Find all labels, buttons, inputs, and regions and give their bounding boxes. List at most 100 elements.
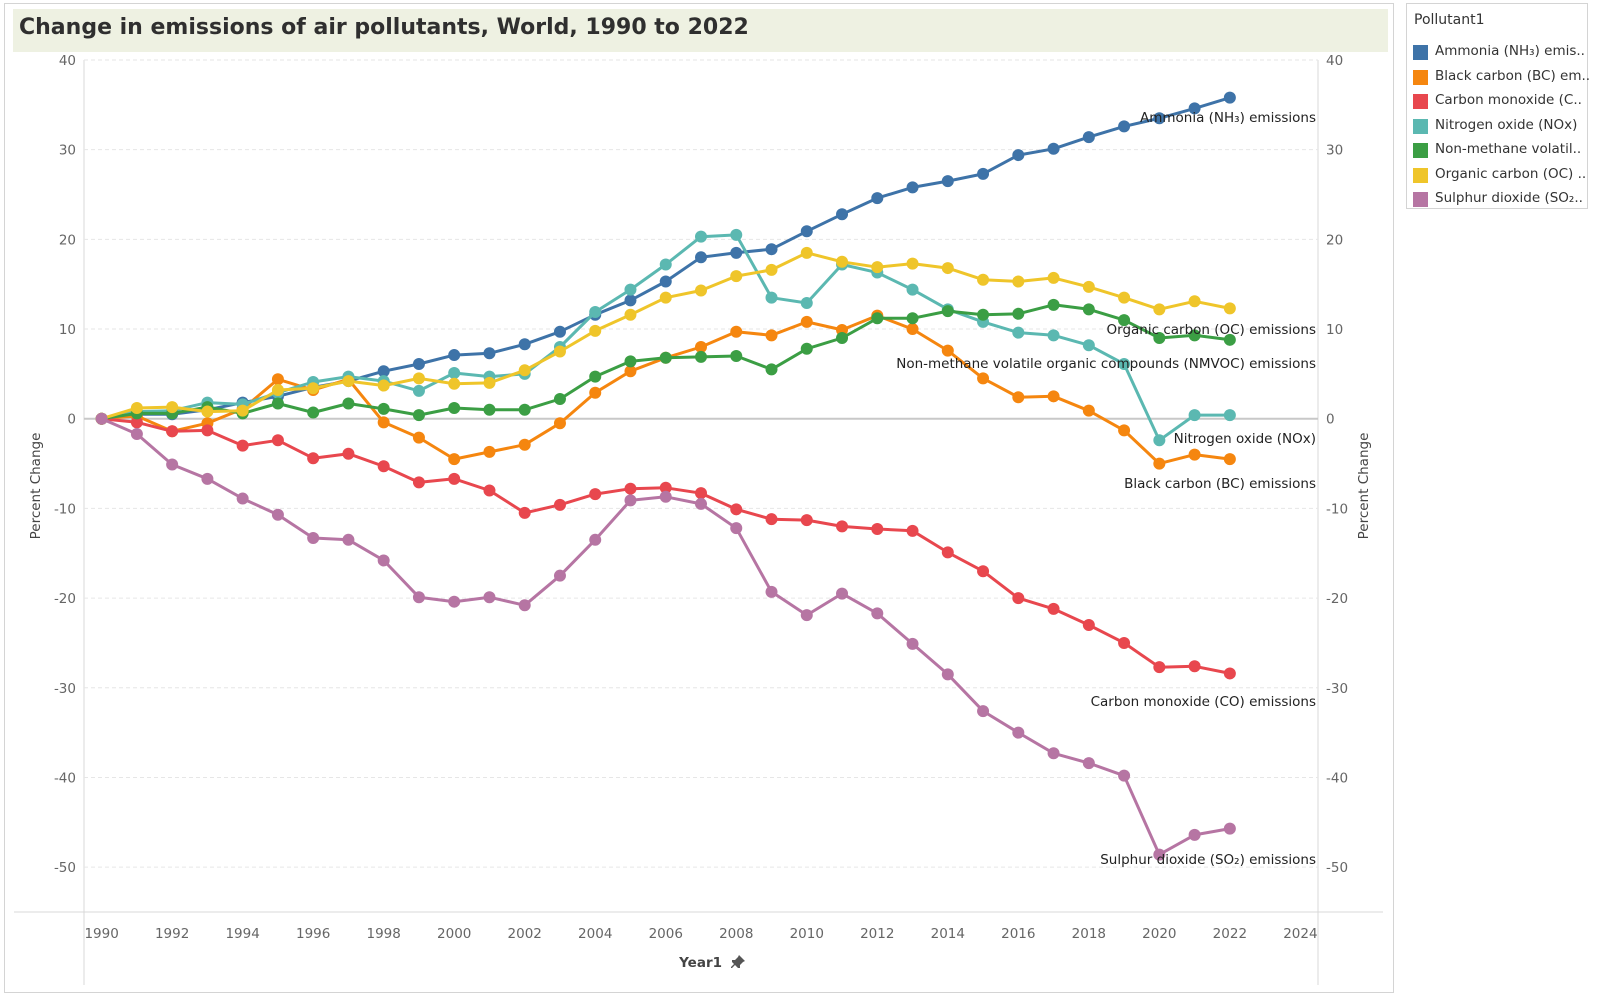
data-point (941, 305, 954, 318)
y-tick-label-right: -50 (1326, 860, 1348, 876)
data-point (1082, 404, 1095, 417)
data-point (977, 372, 990, 385)
series-end-label: Carbon monoxide (CO) emissions (1091, 694, 1316, 710)
data-point (836, 587, 849, 600)
data-point (977, 565, 990, 578)
data-point (201, 424, 214, 437)
data-point (624, 294, 637, 307)
pin-icon[interactable] (730, 954, 746, 970)
data-point (624, 355, 637, 368)
data-point (1012, 726, 1025, 739)
data-point (800, 297, 813, 310)
y-tick-label-left: 0 (67, 412, 76, 428)
x-tick-label: 2016 (1001, 926, 1035, 942)
data-point (377, 379, 390, 392)
y-tick-label-right: 20 (1326, 232, 1343, 248)
legend-item[interactable]: Nitrogen oxide (NOx) (1413, 116, 1585, 136)
data-point (906, 283, 919, 296)
legend-swatch (1413, 192, 1428, 207)
series-end-label: Organic carbon (OC) emissions (1107, 322, 1316, 338)
data-point (483, 403, 496, 416)
y-tick-label-left: -40 (54, 770, 76, 786)
data-point (377, 402, 390, 415)
data-point (1047, 329, 1060, 342)
data-point (624, 308, 637, 321)
data-point (624, 283, 637, 296)
data-point (1153, 848, 1166, 861)
legend-item[interactable]: Organic carbon (OC) .. (1413, 165, 1587, 185)
data-point (1012, 592, 1025, 605)
data-point (518, 364, 531, 377)
data-point (1047, 142, 1060, 155)
y-tick-label-left: -30 (54, 681, 76, 697)
x-tick-label: 2014 (931, 926, 965, 942)
data-point (730, 228, 743, 241)
x-tick-label: 1998 (367, 926, 401, 942)
legend-swatch (1413, 118, 1428, 134)
data-point (1082, 280, 1095, 293)
data-point (1223, 91, 1236, 104)
data-point (1188, 102, 1201, 115)
data-point (871, 607, 884, 620)
x-tick-label: 2010 (790, 926, 824, 942)
data-point (412, 431, 425, 444)
data-point (166, 425, 179, 438)
data-point (1012, 391, 1025, 404)
data-point (800, 315, 813, 328)
title-bar: Change in emissions of air pollutants, W… (13, 9, 1388, 52)
data-point (730, 503, 743, 516)
data-point (836, 520, 849, 533)
series-group (95, 412, 1236, 861)
legend-item[interactable]: Black carbon (BC) em.. (1413, 67, 1590, 87)
data-point (765, 263, 778, 276)
data-point (871, 312, 884, 325)
data-point (765, 513, 778, 526)
legend-label: Nitrogen oxide (NOx) (1435, 116, 1578, 133)
data-point (695, 251, 707, 264)
data-point (1153, 434, 1166, 447)
data-point (518, 403, 531, 416)
data-point (236, 439, 249, 452)
data-point (1188, 448, 1201, 461)
legend: Pollutant1 Ammonia (NH₃) emis.. Black car… (1406, 3, 1590, 209)
data-point (448, 366, 461, 379)
data-point (730, 349, 743, 362)
data-point (800, 342, 813, 355)
data-point (1012, 275, 1025, 288)
data-point (553, 393, 566, 406)
data-point (941, 546, 954, 559)
data-point (1118, 424, 1131, 437)
data-point (659, 351, 672, 364)
page-title: Change in emissions of air pollutants, W… (19, 15, 749, 40)
data-point (553, 498, 566, 511)
data-point (448, 401, 461, 414)
data-point (1188, 828, 1201, 841)
data-point (659, 258, 672, 271)
legend-label: Organic carbon (OC) .. (1435, 165, 1587, 182)
y-tick-label-left: 40 (59, 53, 76, 69)
data-point (977, 308, 990, 321)
x-tick-label: 1996 (296, 926, 330, 942)
data-point (130, 427, 143, 440)
data-point (483, 347, 496, 360)
data-point (412, 476, 425, 489)
y-axis-title-right: Percent Change (1356, 433, 1372, 540)
data-point (130, 416, 143, 429)
data-point (1188, 660, 1201, 673)
data-point (906, 181, 919, 194)
data-point (695, 340, 707, 353)
data-point (342, 533, 355, 546)
data-point (1223, 302, 1236, 315)
data-point (483, 591, 496, 604)
legend-item[interactable]: Non-methane volatil.. (1413, 140, 1585, 160)
y-tick-label-right: -20 (1326, 591, 1348, 607)
legend-item[interactable]: Sulphur dioxide (SO₂.. (1413, 189, 1585, 209)
data-point (201, 472, 214, 485)
x-tick-label: 2020 (1142, 926, 1176, 942)
legend-item[interactable]: Ammonia (NH₃) emis.. (1413, 42, 1585, 62)
data-point (1082, 339, 1095, 352)
data-point (448, 595, 461, 608)
legend-item[interactable]: Carbon monoxide (C.. (1413, 91, 1585, 111)
x-tick-label: 1990 (84, 926, 118, 942)
data-point (800, 225, 813, 238)
